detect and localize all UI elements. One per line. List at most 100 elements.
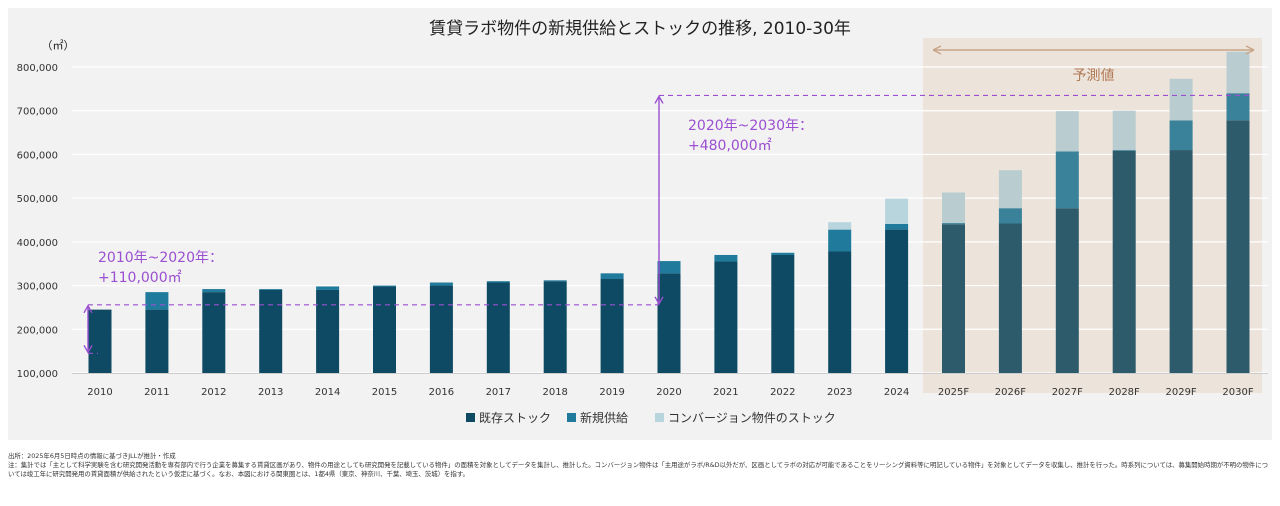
bar-segment — [373, 286, 396, 373]
bar-segment — [543, 280, 567, 282]
bar-segment — [145, 309, 169, 373]
bar-segment — [1055, 151, 1079, 209]
bar-segment — [316, 289, 340, 373]
legend: 既存ストック 新規供給 コンバージョン物件のストック — [466, 410, 836, 425]
arrowhead-left — [932, 45, 942, 55]
bar-segment — [1226, 93, 1250, 121]
bar-segment — [942, 223, 965, 225]
x-tick-label: 2017 — [486, 387, 511, 398]
y-tick-label: 800,000 — [17, 63, 58, 74]
bar-segment — [828, 222, 852, 230]
bar-segment — [714, 254, 738, 262]
bars — [88, 51, 1250, 374]
y-tick-label: 400,000 — [17, 238, 58, 249]
arrowhead-up — [654, 95, 664, 104]
bar-segment — [145, 292, 169, 310]
bar-segment — [942, 224, 965, 373]
y-axis-unit-label: （㎡） — [42, 39, 75, 52]
y-tick-label: 700,000 — [17, 107, 58, 118]
bar-segment — [259, 289, 283, 373]
annotation-value: +480,000㎡ — [688, 138, 772, 154]
legend-label: 既存ストック — [479, 411, 551, 425]
x-tick-label: 2015 — [372, 387, 397, 398]
annotation-period: 2020年~2030年： — [688, 118, 813, 134]
y-tick-label: 100,000 — [17, 369, 58, 380]
footnotes: 出所：2025年6月5日時点の情報に基づきJLLが推計・作成 注：集計では「主と… — [8, 452, 1270, 479]
x-tick-label: 2012 — [201, 387, 226, 398]
x-tick-label: 2011 — [144, 387, 169, 398]
bar-segment — [1226, 120, 1250, 374]
x-tick-label: 2016 — [429, 387, 454, 398]
bar-segment — [885, 198, 909, 224]
x-tick-label: 2028F — [1109, 387, 1140, 398]
legend-swatch — [655, 413, 664, 422]
x-axis: 2010 2011 2012 2013 2014 2015 2016 2017 2018 2019… — [87, 387, 1254, 398]
source-note: 出所：2025年6月5日時点の情報に基づきJLLが推計・作成 — [8, 452, 176, 460]
x-tick-label: 2024 — [884, 387, 909, 398]
bar-segment — [202, 292, 226, 373]
x-tick-label: 2014 — [315, 387, 340, 398]
bar-segment — [885, 223, 909, 230]
x-tick-label: 2021 — [713, 387, 738, 398]
bar-segment — [771, 252, 795, 255]
bar-segment — [486, 281, 510, 283]
bar-segment — [88, 309, 112, 373]
x-tick-label: 2025F — [938, 387, 969, 398]
x-tick-label: 2026F — [995, 387, 1026, 398]
x-tick-label: 2010 — [87, 387, 112, 398]
bar-segment — [543, 281, 567, 373]
bar-segment — [373, 285, 396, 287]
bar-segment — [1112, 150, 1136, 373]
arrowhead-down — [654, 296, 664, 306]
bar-segment — [1055, 208, 1079, 373]
bar-segment — [1226, 51, 1250, 94]
bar-segment — [657, 261, 681, 274]
x-tick-label: 2027F — [1052, 387, 1083, 398]
bar-segment — [1169, 78, 1193, 121]
x-tick-label: 2022 — [770, 387, 795, 398]
arrowhead-up — [83, 304, 93, 314]
chart-title: 賃貸ラボ物件の新規供給とストックの推移, 2010-30年 — [429, 19, 851, 39]
bar-segment — [828, 229, 852, 252]
bar-segment — [998, 170, 1022, 209]
bar-segment — [429, 282, 453, 286]
bar-segment — [316, 286, 340, 290]
bar-segment — [657, 273, 681, 373]
bar-segment — [714, 261, 738, 373]
y-axis: 100,000 200,000 300,000 400,000 500,000 600,0… — [17, 63, 58, 380]
bar-segment — [1169, 120, 1193, 151]
x-tick-label: 2020 — [656, 387, 681, 398]
methodology-note: 注：集計では「主として科学実験を含む研究開発活動を専有部内で行う企業を募集する賃… — [8, 461, 1268, 478]
x-tick-label: 2019 — [599, 387, 624, 398]
legend-label: 新規供給 — [580, 410, 628, 425]
bar-segment — [1055, 111, 1079, 152]
bar-segment — [429, 285, 453, 373]
bar-segment — [259, 289, 283, 290]
bar-segment — [1112, 110, 1136, 151]
x-tick-label: 2023 — [827, 387, 852, 398]
bar-segment — [828, 251, 852, 373]
bar-segment — [1169, 150, 1193, 373]
annotation-period: 2010年~2020年： — [98, 250, 223, 266]
bar-segment — [942, 192, 965, 224]
legend-label: コンバージョン物件のストック — [668, 411, 836, 425]
bar-segment — [600, 273, 624, 280]
bar-segment — [998, 223, 1022, 373]
x-tick-label: 2013 — [258, 387, 283, 398]
y-tick-label: 500,000 — [17, 194, 58, 205]
bar-segment — [1112, 150, 1136, 151]
stacked-bar-chart: 100,000 200,000 300,000 400,000 500,000 600,0… — [17, 19, 1268, 425]
y-tick-label: 600,000 — [17, 150, 58, 161]
forecast-band — [923, 38, 1262, 393]
legend-swatch — [567, 413, 576, 422]
annotations: 予測値 2010年~2020年： +110,000㎡ 2020年~2030年： +480… — [83, 45, 1255, 354]
x-tick-label: 2029F — [1165, 387, 1196, 398]
annotation-value: +110,000㎡ — [98, 270, 182, 286]
y-tick-label: 200,000 — [17, 325, 58, 336]
bar-segment — [771, 254, 795, 373]
bar-segment — [486, 282, 510, 373]
bar-segment — [998, 208, 1022, 224]
bar-segment — [600, 279, 624, 373]
arrowhead-right — [1245, 45, 1255, 55]
legend-swatch — [466, 413, 475, 422]
